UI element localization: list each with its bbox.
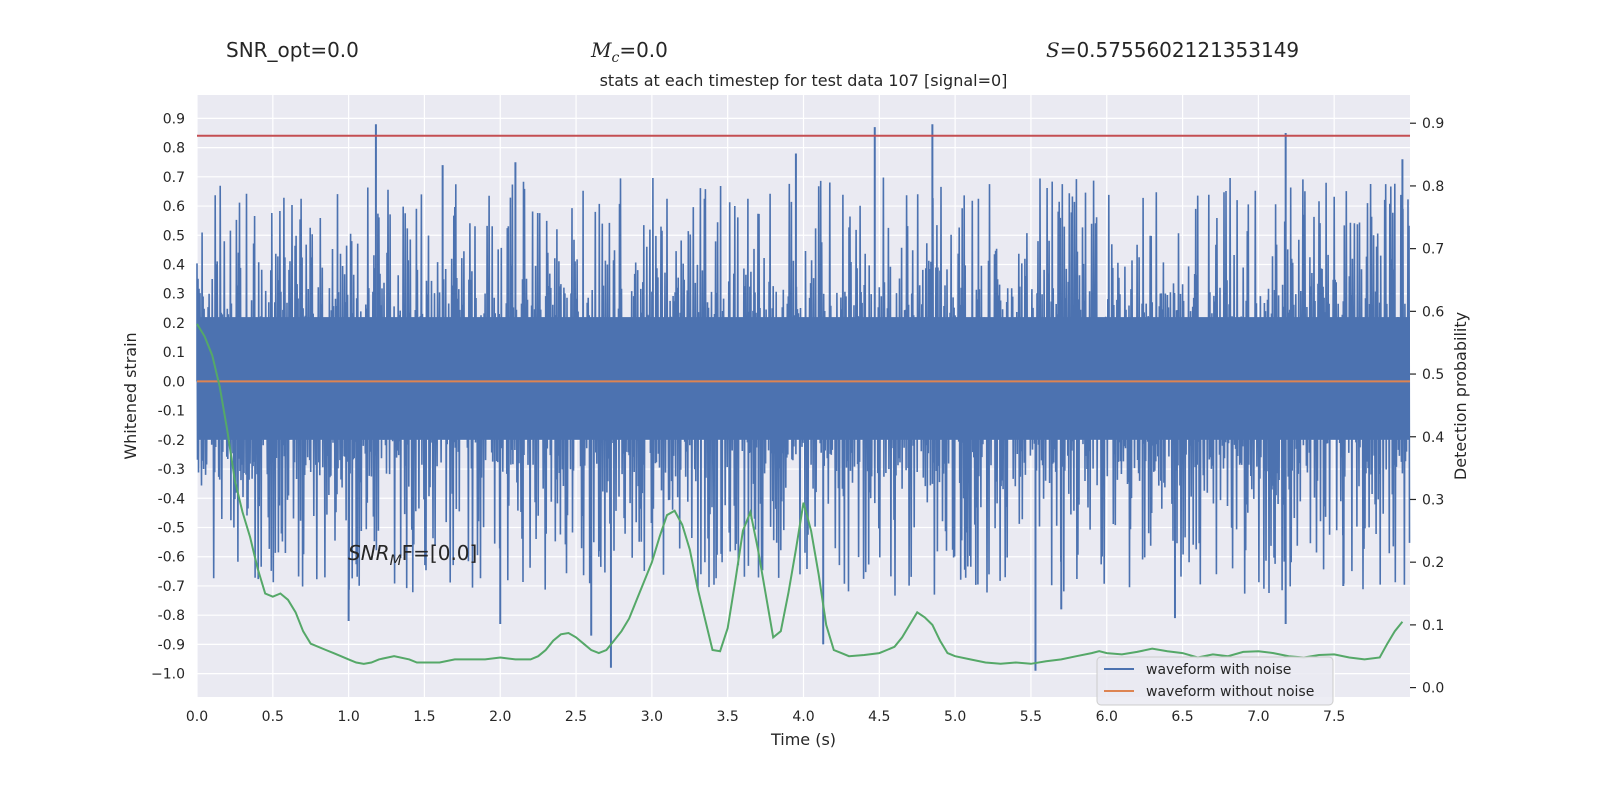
y2-tick-6: 0.3 <box>1422 492 1444 508</box>
x-axis-label: Time (s) <box>770 730 836 749</box>
x-tick-2: 1.0 <box>337 709 359 725</box>
y-tick-10: -0.1 <box>158 404 185 420</box>
legend: waveform with noise waveform without nois… <box>1096 656 1334 706</box>
statistic-label: S=0.5755602121353149 <box>1046 38 1299 62</box>
y-axis-label: Whitened strain <box>121 332 140 459</box>
y-tick-18: -0.9 <box>158 637 185 653</box>
x-tick-15: 7.5 <box>1323 709 1345 725</box>
y-tick-6: 0.3 <box>163 287 185 303</box>
snr-mf-annotation: SNRMF=[0.0] <box>348 541 477 569</box>
y-tick-12: -0.3 <box>158 462 185 478</box>
y2-tick-2: 0.7 <box>1422 242 1444 258</box>
y2-tick-0: 0.9 <box>1422 116 1444 132</box>
x-tick-7: 3.5 <box>717 709 739 725</box>
y2-axis-label: Detection probability <box>1451 312 1470 480</box>
y2-tick-3: 0.6 <box>1422 304 1444 320</box>
y-tick-3: 0.6 <box>163 199 185 215</box>
snr-opt-text: SNR_opt=0.0 <box>226 38 359 62</box>
x-tick-14: 7.0 <box>1247 709 1269 725</box>
y-tick-19: −1.0 <box>151 667 185 683</box>
y-tick-8: 0.1 <box>163 345 185 361</box>
y2-tick-1: 0.8 <box>1422 179 1444 195</box>
x-tick-6: 3.0 <box>641 709 663 725</box>
legend-label-0: waveform with noise <box>1146 662 1291 678</box>
y-tick-14: -0.5 <box>158 521 185 537</box>
noise-trace <box>196 177 1411 596</box>
x-tick-1: 0.5 <box>262 709 284 725</box>
y-tick-11: -0.2 <box>158 433 185 449</box>
y-tick-0: 0.9 <box>163 111 185 127</box>
y2-tick-5: 0.4 <box>1422 430 1444 446</box>
x-tick-3: 1.5 <box>413 709 435 725</box>
x-axis-ticks: 0.0 0.5 1.0 1.5 2.0 2.5 3.0 3.5 4.0 4.5 5.0 5.5 6.0 6… <box>186 709 1345 725</box>
chart-title: stats at each timestep for test data 107… <box>600 71 1008 90</box>
y2-axis-ticks: 0.9 0.8 0.7 0.6 0.5 0.4 0.3 0.2 0.1 0.0 <box>1410 116 1444 697</box>
y-tick-2: 0.7 <box>163 170 185 186</box>
series-waveform-with-noise <box>196 124 1411 671</box>
x-tick-0: 0.0 <box>186 709 208 725</box>
x-tick-10: 5.0 <box>944 709 966 725</box>
mc-symbol: M <box>591 38 612 62</box>
s-symbol: S <box>1046 38 1060 62</box>
x-tick-9: 4.5 <box>868 709 890 725</box>
y-tick-16: -0.7 <box>158 579 185 595</box>
legend-label-1: waveform without noise <box>1146 684 1314 700</box>
mc-value: =0.0 <box>619 38 668 62</box>
y-tick-4: 0.5 <box>163 228 185 244</box>
y-tick-5: 0.4 <box>163 257 185 273</box>
y2-tick-7: 0.2 <box>1422 555 1444 571</box>
annotation-sub: M <box>390 553 402 569</box>
x-tick-13: 6.5 <box>1171 709 1193 725</box>
x-tick-4: 2.0 <box>489 709 511 725</box>
legend-box <box>1096 656 1334 706</box>
mc-subscript: c <box>611 50 620 66</box>
x-tick-11: 5.5 <box>1020 709 1042 725</box>
x-tick-12: 6.0 <box>1096 709 1118 725</box>
y-tick-9: 0.0 <box>163 374 185 390</box>
annotation-base: SNR <box>348 541 390 565</box>
y2-tick-4: 0.5 <box>1422 367 1444 383</box>
y-tick-13: -0.4 <box>158 491 185 507</box>
y-tick-7: 0.2 <box>163 316 185 332</box>
y-axis-ticks: 0.9 0.8 0.7 0.6 0.5 0.4 0.3 0.2 0.1 0.0 -0.1 -0.2 -0… <box>151 111 185 682</box>
y-tick-1: 0.8 <box>163 141 185 157</box>
snr-opt-label: SNR_opt=0.0 <box>226 38 359 62</box>
annotation-rest: F=[0.0] <box>402 541 478 565</box>
y2-tick-9: 0.0 <box>1422 681 1444 697</box>
chirp-mass-label: Mc=0.0 <box>591 38 668 66</box>
y-tick-15: -0.6 <box>158 550 185 566</box>
probability-line <box>196 323 1404 665</box>
noise-core-band <box>197 317 1410 440</box>
s-value: =0.5755602121353149 <box>1059 38 1300 62</box>
x-tick-8: 4.0 <box>792 709 814 725</box>
y-tick-17: -0.8 <box>158 608 185 624</box>
series-detection-probability <box>196 323 1404 665</box>
y2-tick-8: 0.1 <box>1422 618 1444 634</box>
x-tick-5: 2.5 <box>565 709 587 725</box>
